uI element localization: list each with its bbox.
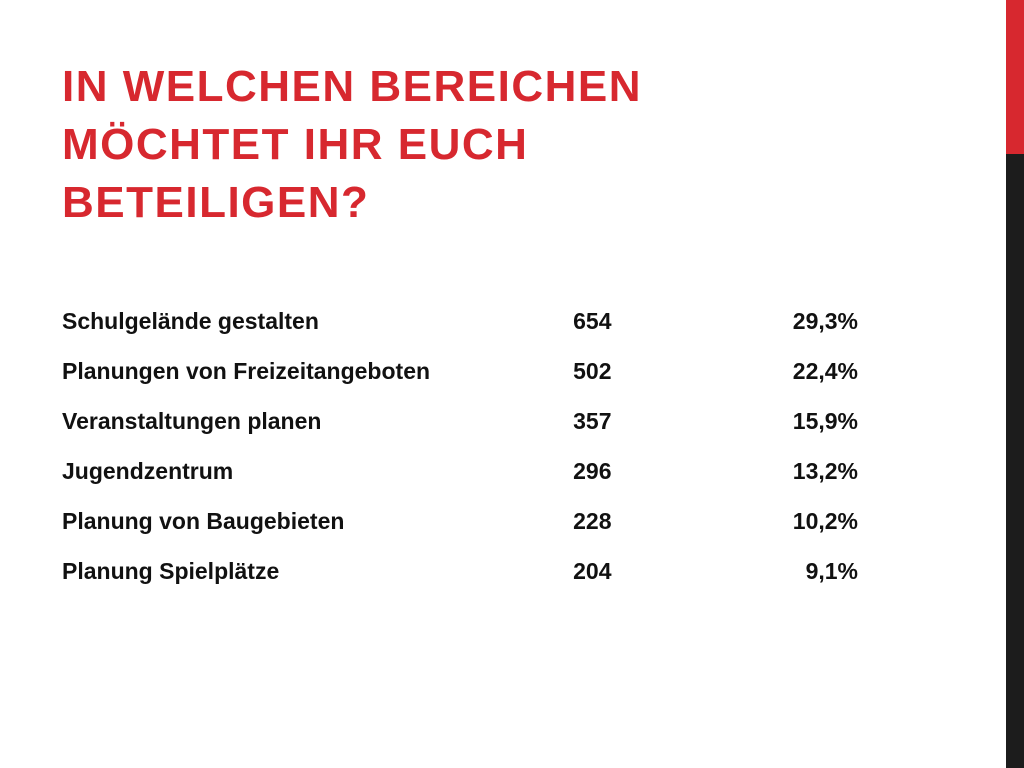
edge-bar — [1006, 0, 1024, 768]
row-label: Planung Spielplätze — [62, 557, 280, 584]
table-row: Planung von Baugebieten 228 10,2% — [62, 496, 862, 546]
table-row: Veranstaltungen planen 357 15,9% — [62, 396, 862, 446]
row-count: 357 — [573, 407, 612, 434]
row-percent: 10,2% — [792, 507, 858, 534]
title-line-2: möchtet ihr euch — [62, 120, 529, 169]
slide-title: In welchen Bereichen möchtet ihr euch be… — [62, 58, 962, 232]
table-row: Planung Spielplätze 204 9,1% — [62, 546, 862, 596]
row-label: Veranstaltungen planen — [62, 407, 322, 434]
row-count: 502 — [573, 357, 612, 384]
row-count: 296 — [573, 457, 612, 484]
row-percent: 15,9% — [792, 407, 858, 434]
row-label: Planungen von Freizeitangeboten — [62, 357, 431, 384]
results-table: Schulgelände gestalten 654 29,3% Planung… — [62, 296, 862, 596]
row-label: Planung von Baugebieten — [62, 507, 345, 534]
table-row: Jugendzentrum 296 13,2% — [62, 446, 862, 496]
row-count: 204 — [573, 557, 612, 584]
table-row: Schulgelände gestalten 654 29,3% — [62, 296, 862, 346]
row-percent: 13,2% — [792, 457, 858, 484]
edge-bar-accent — [1006, 0, 1024, 154]
row-percent: 9,1% — [805, 557, 858, 584]
row-label: Jugendzentrum — [62, 457, 234, 484]
row-percent: 29,3% — [792, 307, 858, 334]
row-count: 228 — [573, 507, 612, 534]
title-line-3: beteiligen? — [62, 178, 370, 227]
row-count: 654 — [573, 307, 612, 334]
table-row: Planungen von Freizeitangeboten 502 22,4… — [62, 346, 862, 396]
row-label: Schulgelände gestalten — [62, 307, 319, 334]
title-line-1: In welchen Bereichen — [62, 62, 643, 111]
row-percent: 22,4% — [792, 357, 858, 384]
